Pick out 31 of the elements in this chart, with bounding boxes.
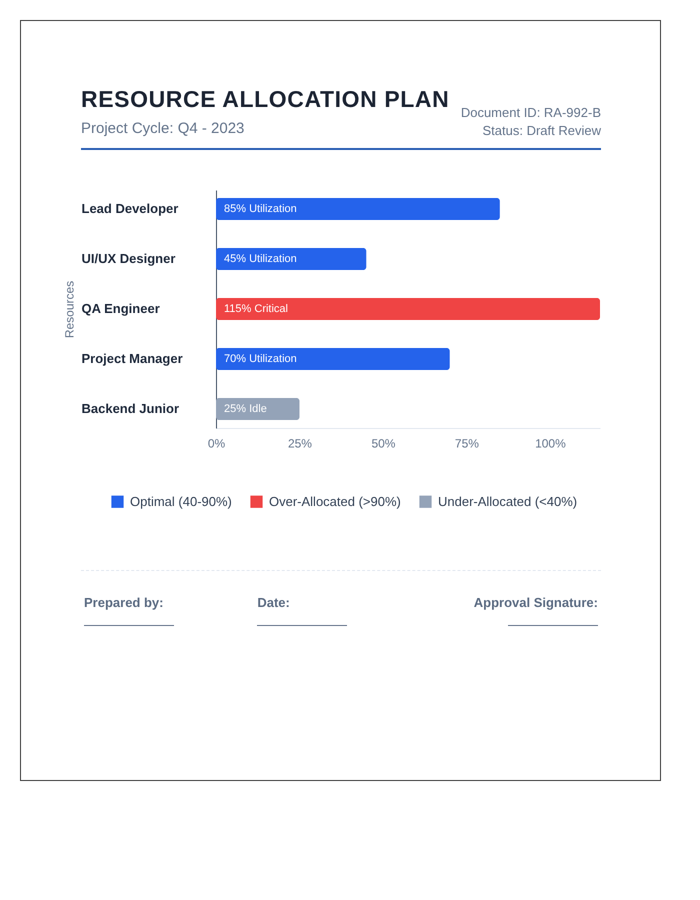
text: Status: Draft Review: [482, 122, 601, 140]
x-tick-label: 25%: [288, 436, 312, 450]
bar: [216, 398, 300, 420]
bar: [216, 248, 366, 270]
legend-label: Optimal (40-90%): [130, 494, 232, 509]
text: Date:: [257, 595, 291, 611]
x-tick-label: 0%: [208, 436, 226, 450]
x-tick-label: 50%: [371, 436, 396, 450]
y-tick-label: Backend Junior: [82, 401, 180, 416]
legend-label: Under-Allocated (<40%): [438, 494, 578, 509]
chart-subtitle: Project Cycle: Q4 - 2023: [81, 120, 244, 137]
legend-label: Over-Allocated (>90%): [269, 494, 401, 509]
y-tick-label: Project Manager: [82, 351, 183, 366]
data-label: 115% Critical: [224, 303, 288, 315]
data-label: 45% Utilization: [224, 253, 297, 265]
y-tick-label: UI/UX Designer: [82, 251, 176, 266]
x-tick-label: 75%: [454, 436, 480, 450]
data-label: 25% Idle: [224, 403, 267, 415]
data-label: 85% Utilization: [224, 203, 297, 215]
data-label: 70% Utilization: [224, 353, 297, 365]
chart-title: RESOURCE ALLOCATION PLAN: [81, 85, 450, 113]
y-tick-label: Lead Developer: [82, 201, 178, 216]
bar: [216, 348, 450, 370]
bar: [216, 298, 600, 320]
bar: [216, 198, 500, 220]
text: Prepared by:: [84, 595, 164, 611]
x-tick-label: 100%: [535, 436, 566, 450]
text: Approval Signature:: [472, 595, 598, 611]
y-tick-label: QA Engineer: [82, 301, 160, 316]
text: Document ID: RA-992-B: [460, 104, 601, 122]
y-axis-title: Resources: [62, 280, 76, 338]
